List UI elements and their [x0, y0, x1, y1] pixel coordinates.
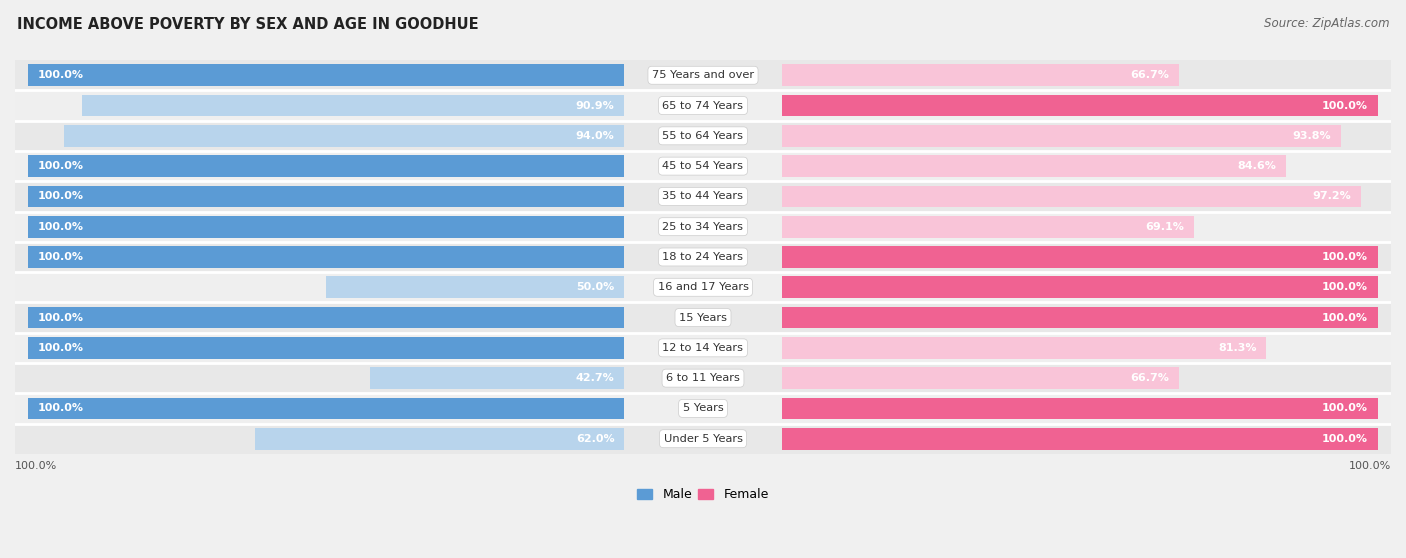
Legend: Male, Female: Male, Female — [633, 483, 773, 507]
Text: 100.0%: 100.0% — [15, 460, 58, 470]
Text: 75 Years and over: 75 Years and over — [652, 70, 754, 80]
Bar — [15, 242, 1391, 272]
Text: Under 5 Years: Under 5 Years — [664, 434, 742, 444]
Bar — [782, 216, 1194, 238]
Text: 100.0%: 100.0% — [1348, 460, 1391, 470]
Text: 16 and 17 Years: 16 and 17 Years — [658, 282, 748, 292]
Text: 55 to 64 Years: 55 to 64 Years — [662, 131, 744, 141]
Bar — [782, 307, 1378, 329]
Bar — [28, 155, 624, 177]
Text: 93.8%: 93.8% — [1292, 131, 1331, 141]
Text: 81.3%: 81.3% — [1218, 343, 1257, 353]
Bar — [28, 185, 624, 208]
Text: 18 to 24 Years: 18 to 24 Years — [662, 252, 744, 262]
Text: INCOME ABOVE POVERTY BY SEX AND AGE IN GOODHUE: INCOME ABOVE POVERTY BY SEX AND AGE IN G… — [17, 17, 478, 32]
Bar — [326, 276, 624, 298]
Bar — [15, 272, 1391, 302]
Text: 69.1%: 69.1% — [1144, 222, 1184, 232]
Text: 42.7%: 42.7% — [576, 373, 614, 383]
Bar — [254, 428, 624, 450]
Text: 66.7%: 66.7% — [1130, 70, 1170, 80]
Text: 100.0%: 100.0% — [1322, 282, 1368, 292]
Bar — [15, 121, 1391, 151]
Bar — [782, 95, 1378, 117]
Text: 100.0%: 100.0% — [38, 252, 84, 262]
Text: 35 to 44 Years: 35 to 44 Years — [662, 191, 744, 201]
Text: 100.0%: 100.0% — [38, 343, 84, 353]
Bar — [782, 428, 1378, 450]
Text: 50.0%: 50.0% — [576, 282, 614, 292]
Bar — [28, 246, 624, 268]
Bar — [28, 64, 624, 86]
Bar — [15, 90, 1391, 121]
Text: 100.0%: 100.0% — [1322, 100, 1368, 110]
Bar — [15, 302, 1391, 333]
Bar — [782, 397, 1378, 419]
Text: 66.7%: 66.7% — [1130, 373, 1170, 383]
Bar — [28, 307, 624, 329]
Bar — [782, 276, 1378, 298]
Bar — [15, 151, 1391, 181]
Text: 6 to 11 Years: 6 to 11 Years — [666, 373, 740, 383]
Text: 100.0%: 100.0% — [38, 312, 84, 323]
Text: 90.9%: 90.9% — [576, 100, 614, 110]
Bar — [15, 181, 1391, 211]
Text: 100.0%: 100.0% — [38, 70, 84, 80]
Text: 100.0%: 100.0% — [1322, 403, 1368, 413]
Bar — [15, 333, 1391, 363]
Bar — [782, 367, 1180, 389]
Bar — [15, 211, 1391, 242]
Text: 100.0%: 100.0% — [38, 161, 84, 171]
Text: 100.0%: 100.0% — [38, 403, 84, 413]
Bar — [782, 337, 1267, 359]
Text: 15 Years: 15 Years — [679, 312, 727, 323]
Bar — [15, 60, 1391, 90]
Bar — [782, 155, 1286, 177]
Bar — [370, 367, 624, 389]
Text: 12 to 14 Years: 12 to 14 Years — [662, 343, 744, 353]
Bar — [28, 216, 624, 238]
Bar — [15, 363, 1391, 393]
Text: 100.0%: 100.0% — [38, 222, 84, 232]
Bar — [63, 125, 624, 147]
Text: 100.0%: 100.0% — [1322, 312, 1368, 323]
Bar — [28, 337, 624, 359]
Text: 5 Years: 5 Years — [683, 403, 723, 413]
Text: 100.0%: 100.0% — [38, 191, 84, 201]
Text: 45 to 54 Years: 45 to 54 Years — [662, 161, 744, 171]
Bar — [782, 64, 1180, 86]
Bar — [782, 125, 1341, 147]
Text: 97.2%: 97.2% — [1313, 191, 1351, 201]
Bar — [782, 185, 1361, 208]
Text: 100.0%: 100.0% — [1322, 252, 1368, 262]
Bar — [782, 246, 1378, 268]
Text: 84.6%: 84.6% — [1237, 161, 1277, 171]
Text: 62.0%: 62.0% — [576, 434, 614, 444]
Text: Source: ZipAtlas.com: Source: ZipAtlas.com — [1264, 17, 1389, 30]
Bar — [15, 424, 1391, 454]
Text: 25 to 34 Years: 25 to 34 Years — [662, 222, 744, 232]
Text: 65 to 74 Years: 65 to 74 Years — [662, 100, 744, 110]
Bar — [15, 393, 1391, 424]
Text: 100.0%: 100.0% — [1322, 434, 1368, 444]
Bar — [28, 397, 624, 419]
Bar — [83, 95, 624, 117]
Text: 94.0%: 94.0% — [576, 131, 614, 141]
